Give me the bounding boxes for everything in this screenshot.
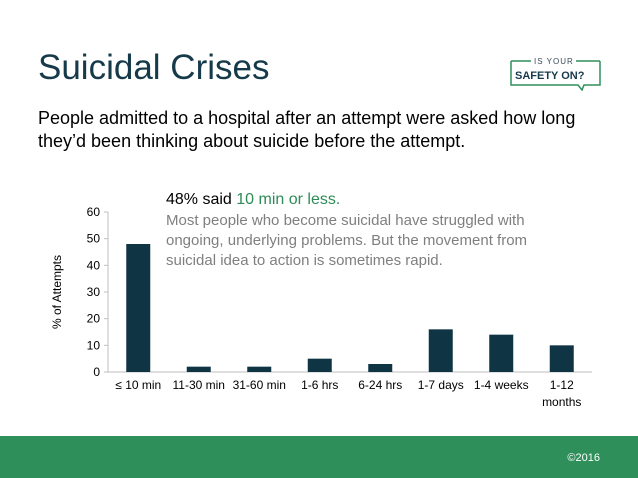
y-tick-label: 30 (87, 285, 101, 299)
y-tick-label: 40 (87, 258, 101, 272)
x-tick-label: 1-12 months (542, 378, 581, 409)
bar (307, 358, 332, 372)
y-tick-label: 50 (87, 232, 101, 246)
y-tick-label: 10 (87, 338, 101, 352)
y-tick-label: 0 (93, 365, 100, 379)
bar (368, 364, 393, 372)
bar (247, 366, 272, 372)
bar (549, 345, 574, 372)
bar-chart: 0 10 20 30 40 50 60 % of Attempts ≤ 10 min 11-30 … (50, 205, 592, 409)
copyright: ©2016 (567, 452, 600, 464)
x-tick-label: 1-6 hrs (301, 378, 338, 392)
bar (428, 329, 453, 372)
safety-logo: IS YOUR SAFETY ON? (510, 57, 601, 91)
x-tick-label: 6-24 hrs (358, 378, 402, 392)
logo-line1: IS YOUR (534, 57, 574, 66)
annotation: 48% said 10 min or less. Most people who… (166, 190, 546, 271)
y-tick-label: 20 (87, 312, 101, 326)
x-tick-label: 31-60 min (233, 378, 286, 392)
x-tick-label: 1-4 weeks (474, 378, 529, 392)
annotation-highlight: 10 min or less. (236, 191, 341, 208)
x-tick-label: 1-7 days (418, 378, 464, 392)
logo-line2: SAFETY ON? (515, 70, 585, 82)
slide-subtitle: People admitted to a hospital after an a… (38, 108, 576, 151)
bar (126, 244, 151, 372)
bar (186, 366, 211, 372)
x-tick-label: ≤ 10 min (115, 378, 161, 392)
y-axis-label: % of Attempts (50, 255, 64, 329)
y-tick-label: 60 (87, 205, 101, 219)
footer-bar: ©2016 (0, 436, 638, 478)
annotation-headline: 48% said 10 min or less. (166, 190, 546, 210)
bar (489, 334, 514, 372)
x-tick-label: 11-30 min (173, 378, 225, 392)
annotation-body: Most people who become suicidal have str… (166, 212, 528, 269)
slide-title: Suicidal Crises (38, 48, 270, 87)
annotation-lead: 48% said (166, 191, 237, 208)
